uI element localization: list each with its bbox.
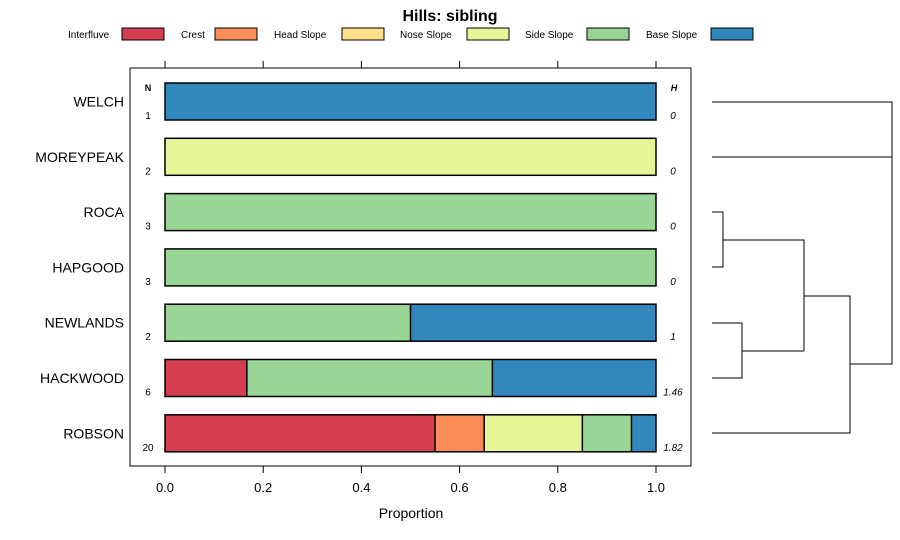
bar-outline bbox=[164, 82, 657, 121]
legend-swatch bbox=[214, 27, 258, 41]
legend-swatch bbox=[466, 27, 510, 41]
row-label: HAPGOOD bbox=[52, 259, 124, 275]
row-n-value: 1 bbox=[145, 111, 151, 122]
legend-label: Head Slope bbox=[274, 30, 327, 41]
top-axis-ticks bbox=[164, 61, 657, 68]
x-axis: 0.0 0.2 0.4 0.6 0.8 1.0 bbox=[156, 466, 665, 495]
x-tick-label: 0.6 bbox=[451, 480, 469, 495]
x-axis-title: Proportion bbox=[379, 505, 444, 521]
row-h-value: 1.46 bbox=[663, 388, 683, 399]
n-column-header: N bbox=[145, 83, 152, 93]
row-h-value: 1 bbox=[670, 332, 676, 343]
bar-segment bbox=[165, 83, 656, 120]
row-n-value: 2 bbox=[145, 166, 151, 177]
dendrogram-branch bbox=[712, 322, 743, 379]
legend-label: Crest bbox=[181, 30, 205, 41]
bar-outline bbox=[164, 358, 657, 398]
bar-segment bbox=[410, 304, 656, 342]
bar-outline bbox=[164, 248, 657, 287]
bar-segment bbox=[165, 304, 411, 342]
dendrogram-branch bbox=[723, 239, 805, 351]
bar-segment bbox=[582, 414, 632, 452]
row-n-value: 6 bbox=[145, 388, 151, 399]
legend-label: Base Slope bbox=[646, 30, 698, 41]
bar-segment bbox=[165, 248, 656, 286]
row-n-value: 3 bbox=[145, 222, 151, 233]
bar-outline bbox=[164, 414, 657, 453]
row-h-value: 0 bbox=[670, 277, 676, 288]
row-h-value: 0 bbox=[670, 166, 676, 177]
row-label: NEWLANDS bbox=[45, 315, 124, 331]
x-tick-label: 0.2 bbox=[254, 480, 272, 495]
row-h-value: 1.82 bbox=[663, 443, 683, 454]
row-label: ROCA bbox=[84, 204, 125, 220]
bar-outline bbox=[164, 137, 657, 177]
plot-frame bbox=[129, 67, 692, 467]
legend-label: Nose Slope bbox=[400, 30, 452, 41]
bar-outline bbox=[164, 192, 657, 232]
x-tick-label: 0.8 bbox=[549, 480, 567, 495]
bar-outline bbox=[164, 303, 657, 342]
bar-segment bbox=[165, 193, 656, 231]
row-n-value: 3 bbox=[145, 277, 151, 288]
bars bbox=[164, 82, 657, 453]
bar-segment bbox=[631, 414, 656, 452]
legend: Interfluve Crest Head Slope Nose Slope Side … bbox=[68, 27, 754, 41]
legend-swatch bbox=[341, 27, 385, 41]
row-n-value: 2 bbox=[145, 332, 151, 343]
row-label: ROBSON bbox=[63, 425, 124, 441]
legend-swatch bbox=[586, 27, 630, 41]
bar-segment bbox=[165, 359, 247, 397]
legend-label: Interfluve bbox=[68, 30, 110, 41]
bar-segment bbox=[165, 138, 656, 176]
bar-segment bbox=[492, 359, 656, 397]
bar-segment bbox=[484, 414, 583, 452]
legend-swatch bbox=[710, 27, 754, 41]
row-h-value: 0 bbox=[670, 222, 676, 233]
row-n-value: 20 bbox=[142, 443, 154, 454]
legend-label: Side Slope bbox=[525, 30, 574, 41]
row-label: MOREYPEAK bbox=[35, 149, 124, 165]
dendrogram-branch bbox=[712, 101, 893, 365]
bar-segment bbox=[165, 414, 436, 452]
row-label: WELCH bbox=[73, 94, 124, 110]
bar-segment bbox=[246, 359, 493, 397]
x-tick-label: 1.0 bbox=[647, 480, 665, 495]
x-tick-label: 0.4 bbox=[352, 480, 370, 495]
h-column-header: H bbox=[671, 83, 678, 93]
chart-title: Hills: sibling bbox=[402, 8, 497, 25]
x-tick-label: 0.0 bbox=[156, 480, 174, 495]
dendrogram-branch bbox=[712, 211, 724, 268]
row-h-value: 0 bbox=[670, 111, 676, 122]
bar-segment bbox=[435, 414, 485, 452]
dendrogram-branch bbox=[712, 295, 851, 434]
row-label: HACKWOOD bbox=[40, 370, 124, 386]
legend-swatch bbox=[121, 27, 165, 41]
dendrogram bbox=[712, 101, 893, 434]
